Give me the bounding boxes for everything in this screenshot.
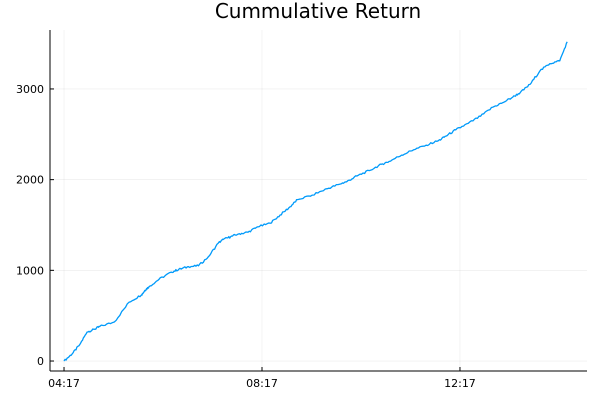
grid [50, 30, 587, 371]
x-tick-label: 08:17 [246, 377, 278, 390]
series-layer [63, 41, 568, 362]
tick-labels: 04:17 08:17 12:17 0 1000 2000 3000 [16, 83, 476, 390]
chart-title: Cummulative Return [215, 0, 421, 23]
y-tick-label: 3000 [16, 83, 44, 96]
y-tick-label: 0 [37, 355, 44, 368]
x-tick-label: 12:17 [444, 377, 476, 390]
x-tick-label: 04:17 [48, 377, 80, 390]
axes [49, 30, 587, 372]
y-tick-label: 2000 [16, 174, 44, 187]
y-tick-label: 1000 [16, 264, 44, 277]
series-line [63, 41, 568, 362]
